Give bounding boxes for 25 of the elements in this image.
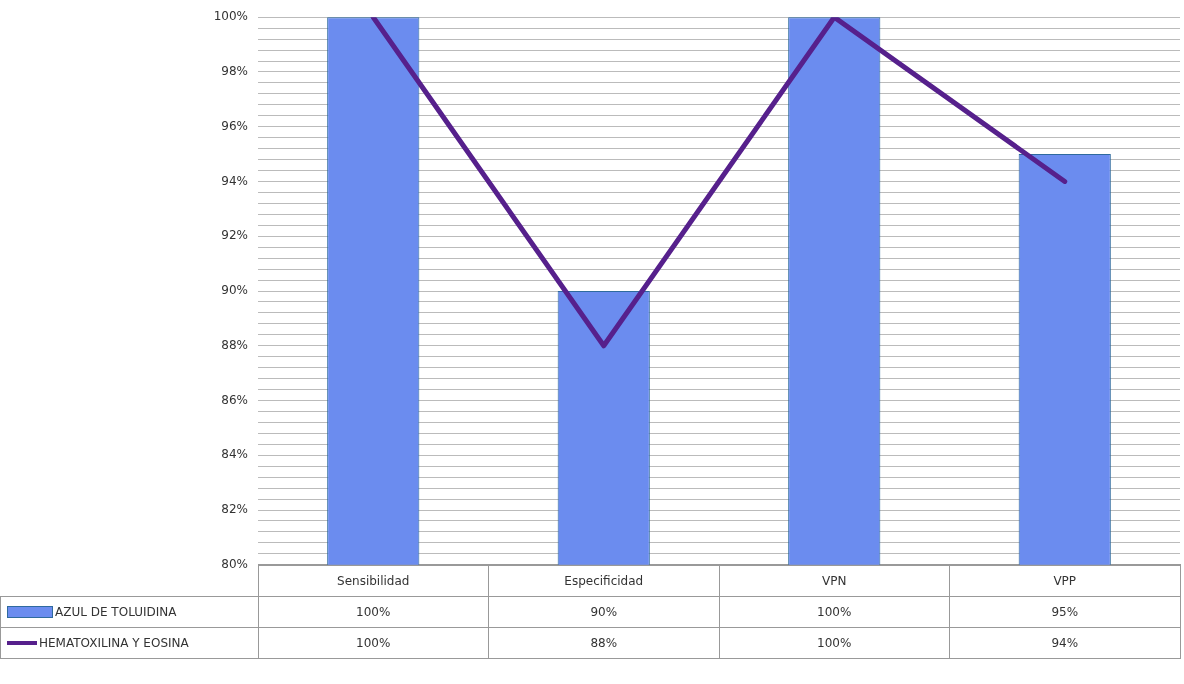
y-tick-label: 94% — [221, 173, 248, 188]
x-tick-label: Especificidad — [488, 565, 719, 597]
y-tick-label: 80% — [221, 556, 248, 571]
y-tick-label: 92% — [221, 228, 248, 243]
legend-label: AZUL DE TOLUIDINA — [0, 596, 258, 628]
y-tick-label: 96% — [221, 118, 248, 133]
data-label: 100% — [258, 596, 489, 628]
y-tick-label: 84% — [221, 447, 248, 462]
data-label: 88% — [488, 627, 719, 659]
x-tick-label: VPN — [719, 565, 950, 597]
x-tick-label: Sensibilidad — [258, 565, 489, 597]
x-tick-label: VPP — [949, 565, 1180, 597]
data-label: 100% — [719, 627, 950, 659]
data-label: 100% — [258, 627, 489, 659]
y-tick-label: 98% — [221, 64, 248, 79]
data-label: 90% — [488, 596, 719, 628]
data-label: 94% — [949, 627, 1180, 659]
y-tick-label: 90% — [221, 283, 248, 298]
data-label: 95% — [949, 596, 1180, 628]
y-tick-label: 100% — [213, 9, 248, 24]
y-tick-label: 82% — [221, 502, 248, 517]
data-label: 100% — [719, 596, 950, 628]
y-tick-label: 88% — [221, 337, 248, 352]
legend-label: HEMATOXILINA Y EOSINA — [0, 627, 258, 659]
y-tick-label: 86% — [221, 392, 248, 407]
